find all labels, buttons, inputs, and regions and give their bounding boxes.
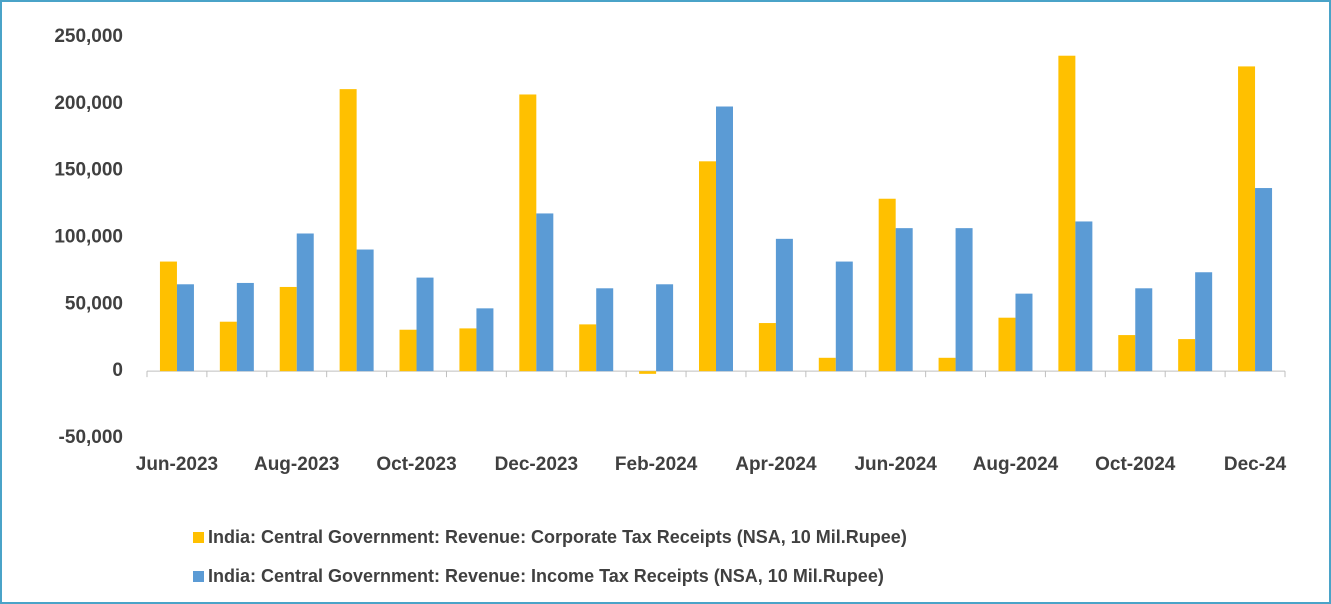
legend-swatch xyxy=(193,571,204,582)
bar xyxy=(399,329,417,372)
bar xyxy=(835,261,853,372)
bar xyxy=(656,284,674,372)
bar xyxy=(1058,55,1076,372)
bar xyxy=(236,282,254,372)
bar xyxy=(1135,288,1153,372)
bar xyxy=(176,284,194,372)
x-tick-label: Jun-2023 xyxy=(136,454,218,475)
bar xyxy=(279,286,297,372)
y-tick-label: -50,000 xyxy=(59,427,123,448)
bar xyxy=(519,94,537,372)
bar xyxy=(219,321,237,372)
bar xyxy=(536,213,554,372)
bar xyxy=(1178,339,1196,372)
y-tick-label: 150,000 xyxy=(54,160,123,181)
y-tick-label: 100,000 xyxy=(54,227,123,248)
bar xyxy=(296,233,314,372)
bar xyxy=(955,228,973,372)
x-tick-label: Dec-24 xyxy=(1224,454,1287,475)
bar xyxy=(1255,188,1273,372)
bar xyxy=(356,249,374,372)
x-tick-label: Dec-2023 xyxy=(495,454,578,475)
bar xyxy=(159,261,177,372)
y-tick-label: 50,000 xyxy=(65,293,123,314)
x-tick-label: Apr-2024 xyxy=(735,454,817,475)
x-tick-label: Feb-2024 xyxy=(615,454,698,475)
bar xyxy=(699,161,716,372)
bar xyxy=(639,371,657,374)
bar xyxy=(579,324,597,372)
x-tick-label: Oct-2023 xyxy=(376,454,456,475)
bar xyxy=(775,238,793,372)
bar xyxy=(596,288,614,372)
bar xyxy=(1238,66,1256,372)
legend-label: India: Central Government: Revenue: Corp… xyxy=(208,527,907,547)
bar xyxy=(716,106,733,372)
bar xyxy=(758,323,776,372)
bar xyxy=(1195,272,1213,372)
bar xyxy=(416,277,434,372)
bar xyxy=(878,198,896,372)
x-tick-label: Jun-2024 xyxy=(854,454,937,475)
bar xyxy=(1118,335,1136,372)
legend-label: India: Central Government: Revenue: Inco… xyxy=(208,566,884,586)
bar xyxy=(938,357,956,372)
y-tick-label: 0 xyxy=(112,360,123,381)
x-tick-label: Aug-2023 xyxy=(254,454,340,475)
bar xyxy=(476,308,494,372)
bar xyxy=(1075,221,1093,372)
legend-swatch xyxy=(193,532,204,543)
bar xyxy=(1015,293,1033,372)
bar xyxy=(998,317,1016,372)
x-tick-label: Aug-2024 xyxy=(973,454,1059,475)
x-tick-label: Oct-2024 xyxy=(1095,454,1176,475)
bar xyxy=(818,357,836,372)
y-tick-label: 250,000 xyxy=(54,26,123,47)
bar xyxy=(895,228,913,372)
bar xyxy=(339,89,357,372)
y-tick-label: 200,000 xyxy=(54,93,123,114)
bar xyxy=(459,328,477,372)
